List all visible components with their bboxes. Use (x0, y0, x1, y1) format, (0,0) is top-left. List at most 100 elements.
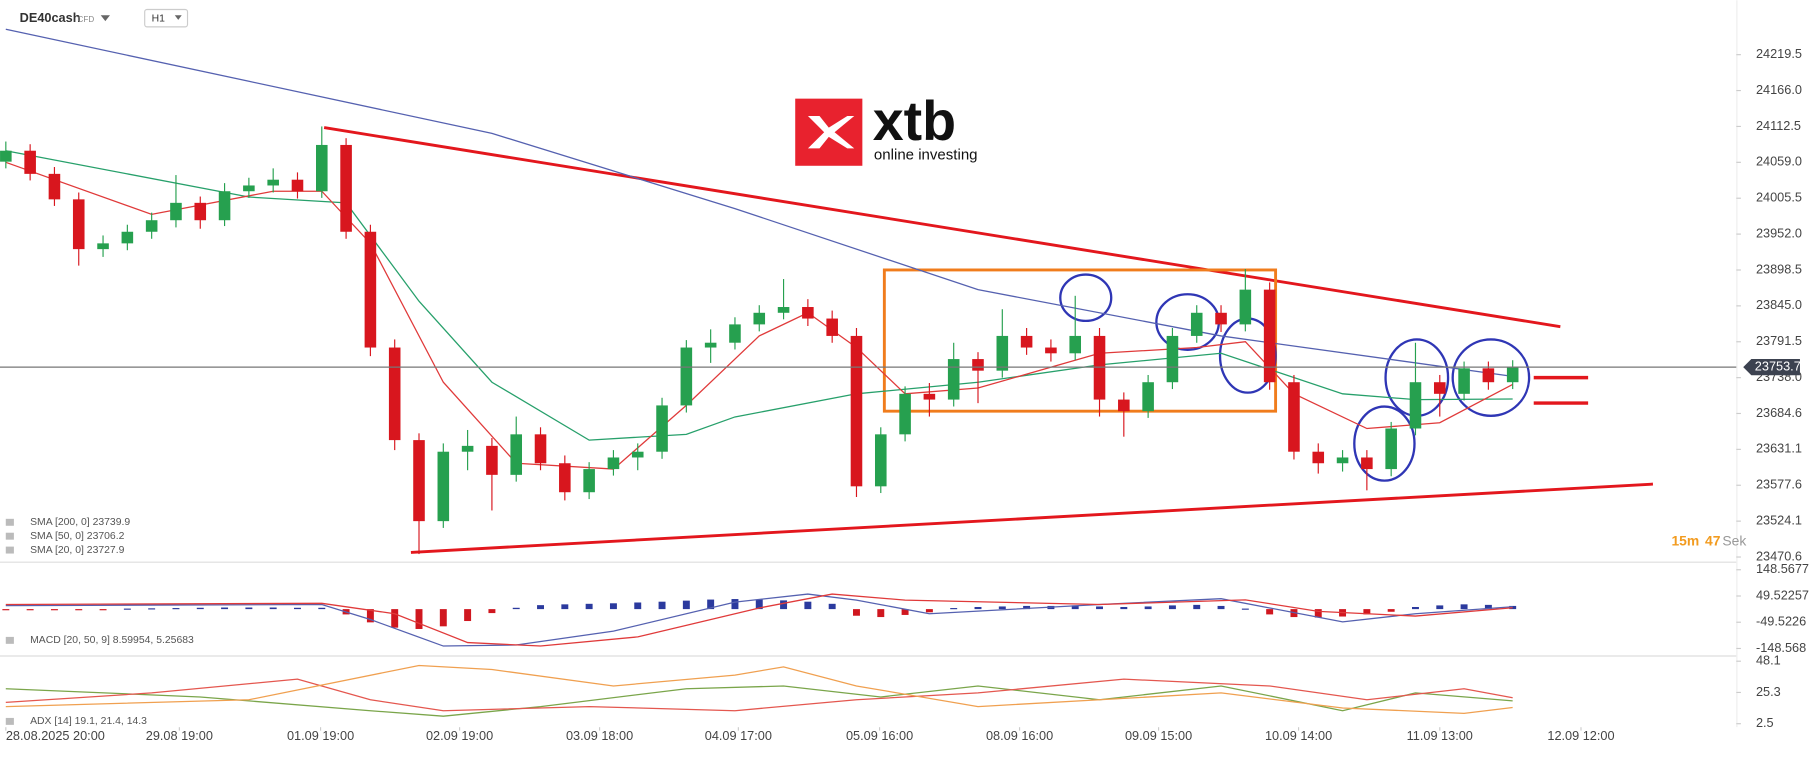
legend-icon (5, 518, 14, 526)
histogram-bar (245, 607, 253, 610)
candle-body (1190, 312, 1203, 336)
circle (1059, 273, 1113, 323)
x-tick-label: 03.09 18:00 (566, 728, 633, 743)
timeframe[interactable]: H1 (152, 14, 166, 25)
symbol[interactable]: DE40cash (20, 10, 81, 25)
indicator-line (5, 593, 1513, 647)
candle-body (0, 150, 12, 162)
histogram-bar (828, 603, 836, 610)
x-tick-label: 01.09 19:00 (287, 728, 354, 743)
candle-body (461, 445, 474, 452)
candle-body (802, 307, 814, 319)
y-tick-label: 148.5677 (1756, 561, 1809, 576)
symbol-dropdown[interactable] (100, 15, 110, 22)
candle-body (1118, 399, 1130, 412)
histogram-bar (1096, 606, 1103, 610)
resistance-line (323, 126, 1561, 329)
candle-body (388, 347, 401, 441)
candle-body (656, 405, 668, 452)
histogram-bar (172, 608, 180, 610)
current-price-box (1743, 359, 1800, 376)
indicator-line (5, 664, 1513, 715)
candle-body (364, 231, 377, 348)
histogram-bar (464, 609, 472, 622)
candle-body (607, 457, 620, 470)
histogram-bar (901, 609, 909, 615)
histogram-bar (75, 609, 83, 611)
range-box (882, 268, 1278, 413)
candle-body (874, 434, 887, 487)
legend-entry: SMA [50, 0] 23706.2 (30, 531, 125, 542)
histogram-bar (804, 601, 812, 610)
histogram-bar (26, 609, 34, 611)
y-tick-label: 23952.0 (1756, 225, 1802, 240)
timeframe-dropdown[interactable] (174, 15, 182, 20)
histogram-bar (1436, 605, 1444, 610)
candle-body (1409, 382, 1422, 429)
legend-entry: SMA [200, 0] 23739.9 (30, 517, 130, 528)
y-tick-label: 23684.6 (1756, 405, 1802, 420)
histogram-bar (1266, 609, 1274, 615)
x-tick-label: 02.09 19:00 (426, 728, 493, 743)
candle-body (194, 202, 207, 221)
candle-body (340, 144, 352, 232)
legend-icon (5, 636, 14, 644)
candle-body (729, 324, 741, 343)
candle-body (413, 440, 425, 522)
candle-body (1433, 382, 1446, 394)
candle-body (1312, 451, 1325, 464)
candle-body (1336, 457, 1349, 464)
y-tick-label: 23791.5 (1756, 333, 1802, 348)
candle-body (1142, 382, 1154, 412)
candle-body (1263, 289, 1276, 383)
histogram-bar (1241, 608, 1249, 610)
support-line (410, 482, 1654, 554)
indicator-line (5, 28, 1513, 377)
candle-body (1458, 368, 1470, 394)
circle (1451, 338, 1531, 417)
histogram-bar (221, 607, 229, 610)
histogram-bar (974, 606, 982, 610)
candle-body (1093, 335, 1106, 400)
histogram-bar (2, 609, 10, 611)
candle-body (631, 451, 644, 458)
legend-icon (5, 717, 14, 725)
timeframe-box[interactable] (144, 8, 189, 28)
y-tick-label: 48.1 (1756, 653, 1781, 668)
histogram-bar (853, 609, 860, 616)
candle-body (24, 150, 36, 174)
y-tick-label: 23577.6 (1756, 477, 1802, 492)
current-price-label: 23753.7 (1755, 358, 1801, 373)
x-tick-label: 12.09 12:00 (1547, 728, 1614, 743)
y-tick-label: 24112.5 (1756, 118, 1801, 133)
candle-body (1361, 457, 1373, 470)
histogram-bar (512, 607, 520, 610)
x-tick-label: 05.09 16:00 (846, 728, 913, 743)
candle-body (121, 231, 134, 244)
indicator-line (5, 678, 1513, 712)
candle-body (1239, 289, 1252, 325)
histogram-bar (196, 607, 204, 610)
histogram-bar (658, 601, 666, 610)
histogram-bar (998, 606, 1006, 610)
y-tick-label: 24059.0 (1756, 154, 1802, 169)
histogram-bar (318, 607, 326, 610)
candle-body (48, 173, 61, 200)
candle-body (97, 243, 109, 250)
histogram-bar (585, 603, 593, 610)
y-tick-label: 23631.1 (1756, 441, 1802, 456)
histogram-bar (1363, 609, 1371, 615)
histogram-bar (1509, 605, 1517, 610)
candle-body (534, 434, 547, 464)
histogram-bar (294, 607, 301, 610)
histogram-bar (561, 604, 569, 610)
histogram-bar (1120, 606, 1128, 610)
candle-body (1385, 428, 1397, 470)
histogram-bar (755, 599, 763, 610)
instrument-type: CFD (78, 15, 95, 24)
y-tick-label: -148.568 (1756, 640, 1806, 655)
logo-name: xtb (873, 90, 956, 152)
candle-body (510, 434, 523, 475)
histogram-bar (1168, 605, 1176, 610)
